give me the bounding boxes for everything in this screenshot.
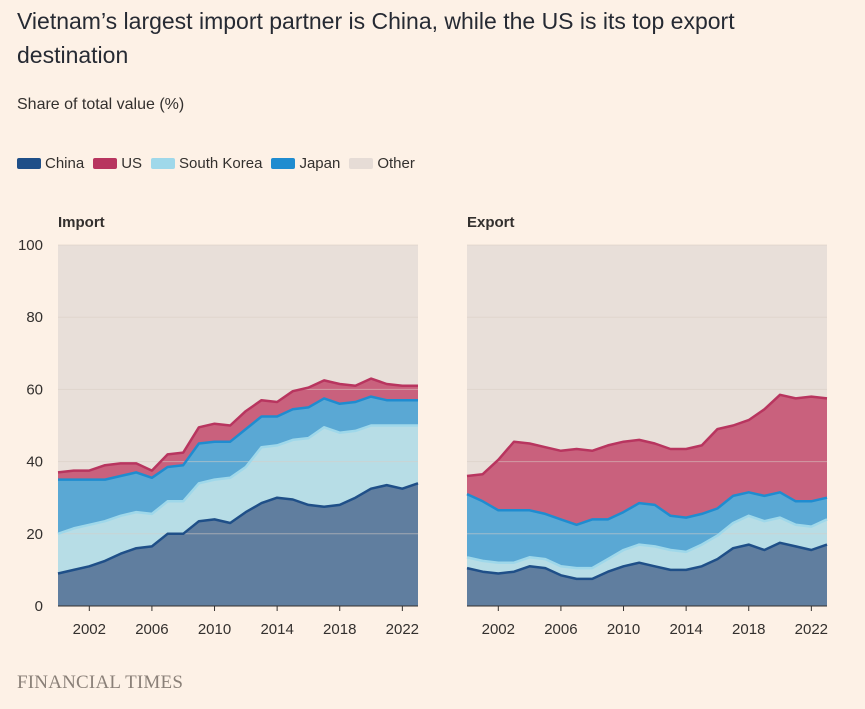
legend-swatch-other — [349, 158, 374, 169]
legend-label-other: Other — [377, 155, 415, 172]
line-export-japan — [466, 491, 828, 527]
panel-export: Export 2002 2006 2010 2014 2018 2022 — [466, 214, 828, 638]
legend-label-japan: Japan — [299, 155, 341, 172]
x-tick-label-import-2014: 2014 — [260, 621, 293, 638]
legend-swatch-us — [93, 158, 118, 169]
area-export-japan — [467, 492, 827, 569]
area-export-china — [467, 542, 827, 606]
area-import-south-korea — [58, 425, 418, 574]
line-import-japan — [58, 395, 418, 481]
line-import-china — [57, 482, 419, 575]
legend-label-china: China — [45, 155, 85, 172]
y-tick-label-0: 0 — [35, 598, 43, 615]
legend-item-other: Other — [349, 155, 415, 172]
line-import-us — [57, 377, 418, 474]
y-tick-label-60: 60 — [26, 381, 43, 398]
source-credit: FINANCIAL TIMES — [17, 672, 184, 693]
legend-item-japan: Japan — [271, 155, 340, 172]
legend-item-south-korea: South Korea — [151, 155, 262, 172]
legend-label-south-korea: South Korea — [179, 155, 263, 172]
area-export-other — [467, 245, 827, 476]
area-import-japan — [58, 396, 418, 534]
y-tick-label-100: 100 — [18, 237, 43, 254]
legend-swatch-south-korea — [151, 158, 176, 169]
x-tick-label-export-2010: 2010 — [607, 621, 640, 638]
legend-item-china: China — [17, 155, 84, 172]
legend-swatch-japan — [271, 158, 296, 169]
y-tick-label-80: 80 — [26, 309, 43, 326]
legend: China US South Korea Japan Other — [17, 155, 424, 172]
panel-import: Import 2002 2006 2010 2014 2018 2022 0 20 40 60 80 1… — [18, 214, 419, 638]
y-tick-label-20: 20 — [26, 526, 43, 543]
line-export-china — [466, 541, 828, 581]
x-tick-label-export-2018: 2018 — [732, 621, 765, 638]
y-tick-label-40: 40 — [26, 454, 43, 471]
x-tick-label-export-2002: 2002 — [482, 621, 515, 638]
area-import-other — [58, 245, 418, 473]
x-tick-label-export-2006: 2006 — [544, 621, 577, 638]
legend-item-us: US — [93, 155, 142, 172]
x-tick-label-import-2006: 2006 — [135, 621, 168, 638]
area-export-south-korea — [467, 515, 827, 579]
line-export-us — [466, 393, 828, 478]
area-export-us — [467, 394, 827, 525]
x-tick-label-export-2014: 2014 — [669, 621, 702, 638]
x-tick-label-import-2010: 2010 — [198, 621, 231, 638]
chart-title: Vietnam’s largest import partner is Chin… — [17, 8, 735, 68]
x-tick-label-import-2022: 2022 — [386, 621, 419, 638]
line-export-south-korea — [466, 514, 828, 570]
line-import-south-korea — [57, 424, 418, 535]
chart-subtitle: Share of total value (%) — [17, 96, 185, 113]
legend-label-us: US — [121, 155, 143, 172]
legend-swatch-china — [17, 158, 41, 169]
x-tick-label-import-2018: 2018 — [323, 621, 356, 638]
panel-title-import: Import — [58, 214, 105, 231]
x-tick-label-export-2022: 2022 — [795, 621, 828, 638]
area-import-china — [58, 483, 418, 606]
panel-title-export: Export — [467, 214, 515, 231]
x-tick-label-import-2002: 2002 — [73, 621, 106, 638]
area-import-us — [58, 378, 418, 480]
